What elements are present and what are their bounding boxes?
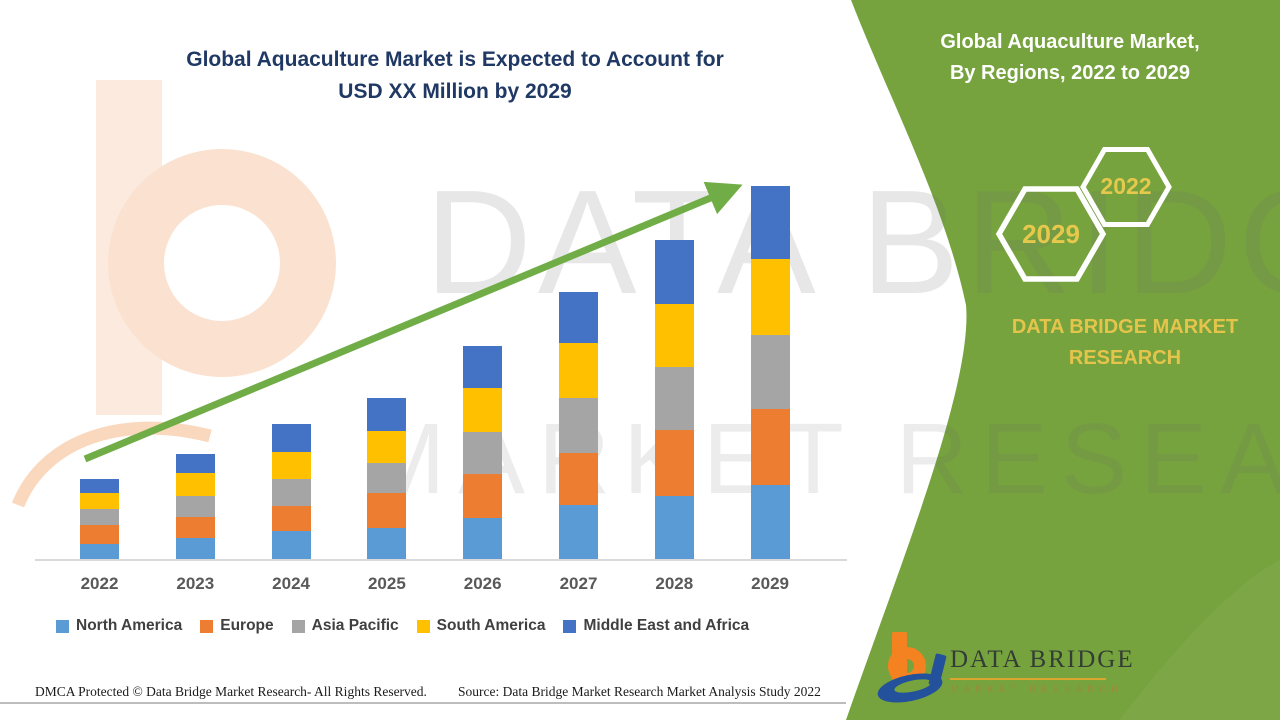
legend-swatch [563,619,577,633]
year-label-2029: 2029 [751,574,789,593]
brand-text: DATA BRIDGE MARKET RESEARCH [980,312,1270,374]
bar-segment-2029-south-america [750,259,790,335]
bar-segment-2023-europe [175,517,215,538]
legend-item-asia-pacific: Asia Pacific [291,617,399,635]
bar-segment-2023-middle-east-and-africa [175,454,215,473]
bar-segment-2023-south-america [175,473,215,496]
bar-2029 [750,186,790,560]
bar-segment-2028-europe [654,430,694,496]
chart-legend: North America Europe Asia Pacific South Ame… [56,617,749,635]
company-logo-underline [950,678,1106,680]
year-label-2026: 2026 [463,574,502,593]
bar-2024 [271,424,311,560]
bar-segment-2028-asia-pacific [654,367,694,430]
bar-2028 [654,240,694,560]
legend-label: Middle East and Africa [583,617,750,634]
bar-segment-2027-middle-east-and-africa [559,292,598,343]
hexagon-2029-label: 2029 [1022,219,1080,249]
company-logo-name: DATA BRIDGE [950,646,1135,673]
year-label-2024: 2024 [272,574,310,593]
company-logo-icon [877,632,947,703]
year-label-2023: 2023 [176,574,215,593]
brand-text-line2: RESEARCH [1068,347,1182,369]
legend-label: North America [76,617,183,634]
bar-segment-2025-asia-pacific [367,463,407,493]
bar-segment-2025-north-america [367,528,407,560]
panel-heading-line2: By Regions, 2022 to 2029 [949,62,1191,84]
bar-segment-2023-north-america [175,538,215,560]
bar-segment-2024-europe [271,506,311,531]
company-logo-tagline: MARKET RESEARCH [951,684,1124,694]
hexagon-2022-label: 2022 [1100,173,1152,199]
legend-label: Europe [220,617,274,634]
bar-segment-2025-europe [367,493,407,528]
legend-swatch [56,619,69,633]
bar-segment-2027-asia-pacific [559,398,598,453]
year-label-2022: 2022 [80,574,119,593]
bar-segment-2027-north-america [559,505,598,560]
bar-segment-2028-south-america [654,304,694,367]
year-label-2028: 2028 [655,574,694,593]
footer-divider [0,702,846,704]
legend-item-south-america: South America [416,617,546,635]
legend-swatch [200,619,214,633]
bar-segment-2028-north-america [654,496,694,560]
bar-2022 [80,479,119,560]
bar-segment-2026-north-america [463,518,503,560]
bar-segment-2024-north-america [271,531,311,560]
legend-item-europe: Europe [200,617,274,635]
bar-segment-2026-europe [463,474,503,518]
bar-2023 [175,454,215,560]
bar-segment-2024-south-america [271,452,311,479]
bar-segment-2027-europe [559,453,598,505]
source-note: Source: Data Bridge Market Research Mark… [458,684,821,699]
bar-segment-2025-middle-east-and-africa [367,398,407,431]
bar-segment-2025-south-america [367,431,407,463]
legend-label: Asia Pacific [311,617,399,634]
bar-segment-2029-middle-east-and-africa [750,186,790,259]
legend-swatch [416,619,430,633]
bar-segment-2024-middle-east-and-africa [271,424,311,452]
panel-heading-line1: Global Aquaculture Market, [940,31,1200,53]
year-label-2027: 2027 [559,574,598,593]
bar-segment-2022-asia-pacific [80,509,119,525]
chart-title-line2: USD XX Million by 2029 [338,80,572,103]
bar-segment-2022-south-america [80,493,119,509]
bar-segment-2029-europe [750,409,790,485]
bar-segment-2026-asia-pacific [463,432,503,474]
brand-text-line1: DATA BRIDGE MARKET [1011,316,1239,338]
year-label-2025: 2025 [367,574,406,593]
bar-segment-2026-middle-east-and-africa [463,346,503,388]
legend-label: South America [436,617,546,634]
legend-item-north-america: North America [56,617,182,635]
bar-segment-2022-middle-east-and-africa [80,479,119,493]
bar-segment-2024-asia-pacific [271,479,311,506]
legend-swatch [291,619,305,633]
bar-segment-2029-asia-pacific [750,335,790,409]
chart-title-line1: Global Aquaculture Market is Expected to… [186,48,724,71]
bar-2026 [463,346,503,560]
bar-segment-2026-south-america [463,388,503,432]
bar-segment-2022-north-america [80,544,119,560]
bar-2025 [367,398,407,560]
x-axis-line [35,559,847,561]
chart-title: Global Aquaculture Market is Expected to… [110,44,800,108]
legend-item-middle-east-and-africa: Middle East and Africa [563,617,749,635]
bar-segment-2029-north-america [750,485,790,560]
dmca-notice: DMCA Protected © Data Bridge Market Rese… [35,684,427,699]
bar-segment-2022-europe [80,525,119,544]
bar-segment-2023-asia-pacific [175,496,215,517]
bar-2027 [559,292,598,560]
bar-segment-2027-south-america [559,343,598,398]
panel-heading: Global Aquaculture Market, By Regions, 2… [892,27,1248,89]
bar-segment-2028-middle-east-and-africa [654,240,694,304]
